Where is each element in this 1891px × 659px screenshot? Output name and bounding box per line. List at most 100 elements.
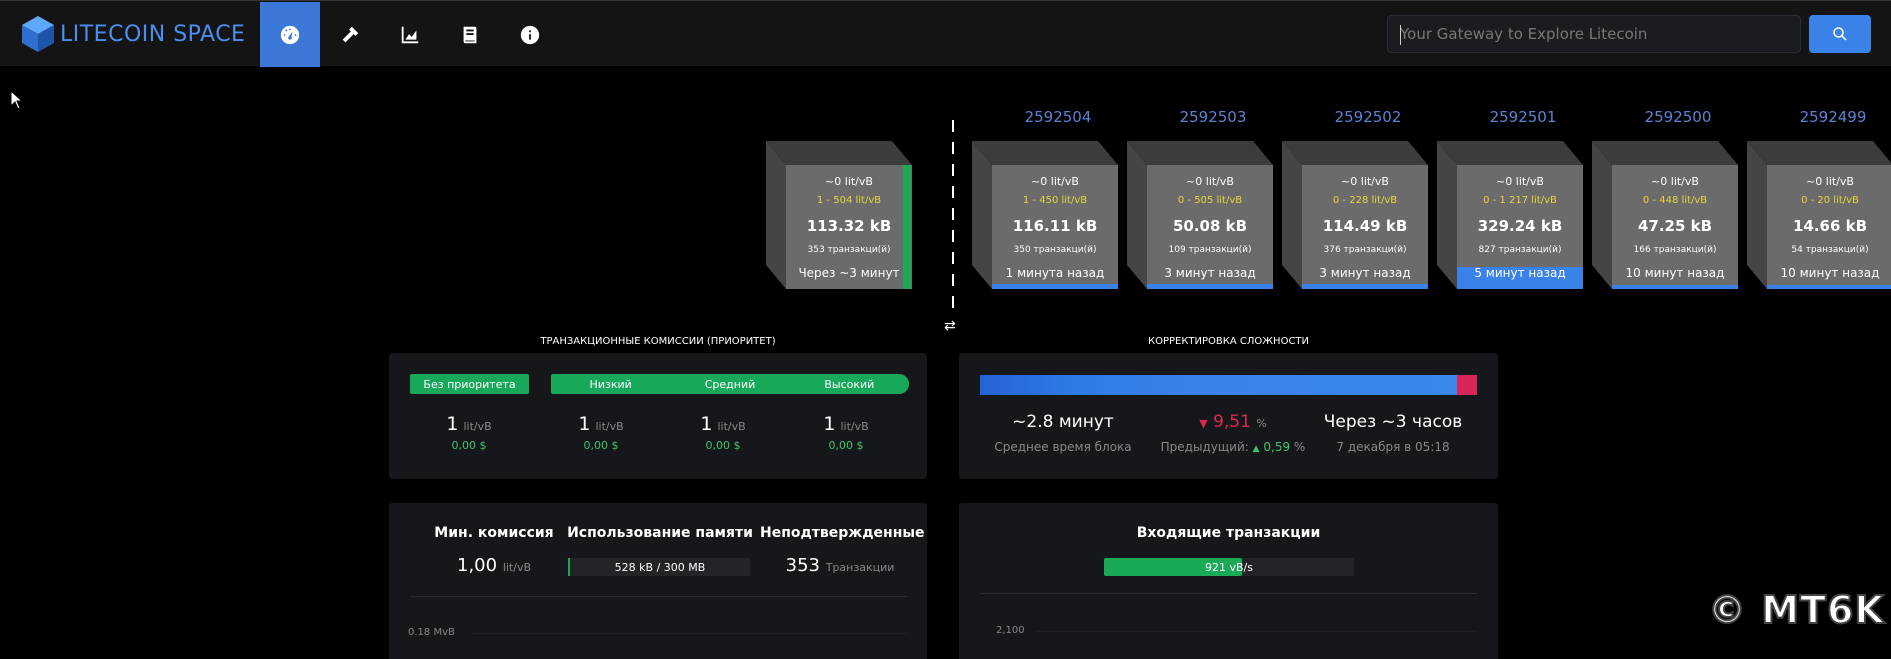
fee-value: 1 [578,413,591,435]
difficulty-progress-bar [980,375,1457,395]
block-front [1147,165,1273,289]
block-fee-range: 0 - 228 lit/vB [1332,195,1398,206]
cube-logo-icon [22,16,54,52]
block-fill-level [1767,285,1891,289]
block-card[interactable]: ~0 lit/vB 0 - 505 lit/vB 50.08 kB 109 транз… [1127,141,1273,289]
incoming-title: Входящие транзакции [1136,525,1321,541]
fee-unit: lit/vB [840,420,869,433]
fee-value: 1 [823,413,836,435]
mouse-pointer-icon [10,90,24,110]
fee-unit: lit/vB [717,420,746,433]
block-tx-count: 166 транзакци(й) [1633,245,1717,255]
block-card[interactable]: ~0 lit/vB 0 - 1 217 lit/vB 329.24 kB 827 тр… [1437,141,1583,289]
block-card[interactable]: ~0 lit/vB 0 - 20 lit/vB 14.66 kB 54 транзак… [1747,141,1891,289]
block-side [1437,141,1457,289]
block-height-link[interactable]: 2592503 [1179,108,1247,126]
block-front [992,165,1118,289]
block-fee-range: 1 - 450 lit/vB [1022,195,1088,206]
avg-block-time: ~2.8 минут [1012,412,1114,432]
block-tx-count: 353 транзакци(й) [807,245,891,255]
block-fee-range: 0 - 20 lit/vB [1801,195,1859,206]
block-side [1592,141,1612,289]
text-caret [1400,25,1401,45]
hammer-icon [342,26,359,42]
block-median-fee: ~0 lit/vB [1806,175,1854,188]
block-tx-count: 109 транзакци(й) [1168,245,1252,255]
block-height-link[interactable]: 2592502 [1334,108,1402,126]
block-time-ago: 3 минут назад [1164,266,1256,280]
top-navbar: LITECOIN SPACE [0,0,1891,67]
nav-mining[interactable] [320,2,380,67]
incoming-chart-gridline [1036,631,1477,632]
block-front [1767,165,1891,289]
watermark: © MT6K [1707,587,1885,633]
block-top [766,141,912,165]
previous-label: Предыдущий: [1160,440,1249,454]
incoming-rate: 921 vB/s [1205,560,1253,574]
block-top [1747,141,1891,165]
block-side [1282,141,1302,289]
difficulty-change: ▼ 9,51 % [1148,412,1318,432]
block-size: 113.32 kB [806,217,892,235]
search-button[interactable] [1809,15,1871,53]
nav-graphs[interactable] [380,2,440,67]
brand-logo-link[interactable]: LITECOIN SPACE [22,15,245,53]
mempool-fill-bar [903,165,911,289]
block-side [766,141,786,289]
block-text: ~0 lit/vB 1 - 450 lit/vB 116.11 kB 350 тран… [992,165,1118,289]
fee-low: 1 lit/vB 0,00 $ [546,413,656,452]
fee-no-priority: 1 lit/vB 0,00 $ [414,413,524,452]
fee-high: 1 lit/vB 0,00 $ [791,413,901,452]
dashboard-icon [280,25,300,44]
mempool-block[interactable]: ~0 lit/vB 1 - 504 lit/vB 113.32 kB 353 т… [766,141,912,289]
block-size: 14.66 kB [1792,217,1868,235]
min-fee-label: Мин. комиссия [434,525,554,541]
block-text: ~0 lit/vB 0 - 448 lit/vB 47.25 kB 166 транз… [1612,165,1738,289]
previous-change: Предыдущий: ▲ 0,59 % [1148,440,1318,454]
block-median-fee: ~0 lit/vB [1186,175,1234,188]
previous-value: 0,59 [1263,440,1291,454]
down-arrow-icon: ▼ [1199,417,1208,430]
memory-usage-label: Использование памяти [567,525,753,541]
nav-about[interactable] [500,2,560,67]
block-height-link[interactable]: 2592501 [1489,108,1557,126]
block-front [786,165,912,289]
search-field[interactable] [1387,15,1801,53]
memory-usage-bar: 528 kB / 300 MB [568,558,750,576]
info-icon [520,25,540,44]
block-tx-count: 827 транзакци(й) [1478,245,1562,255]
block-height-link[interactable]: 2592499 [1799,108,1867,126]
difficulty-change-unit: % [1256,417,1267,430]
fee-usd: 0,00 $ [705,439,741,452]
block-card[interactable]: ~0 lit/vB 1 - 450 lit/vB 116.11 kB 350 тран… [972,141,1118,289]
search-input[interactable] [1388,16,1800,52]
mempool-chart-gridline [470,633,907,634]
block-height-link[interactable]: 2592500 [1644,108,1712,126]
block-time-ago: 1 минута назад [1005,266,1105,280]
block-side [1127,141,1147,289]
block-time-ago: 10 минут назад [1625,266,1725,280]
avg-block-time-label: Среднее время блока [994,440,1132,454]
incoming-rate-fill [1104,558,1242,576]
block-size: 114.49 kB [1322,217,1408,235]
block-median-fee: ~0 lit/vB [1496,175,1544,188]
block-card[interactable]: ~0 lit/vB 0 - 448 lit/vB 47.25 kB 166 транз… [1592,141,1738,289]
block-text: ~0 lit/vB 1 - 504 lit/vB 113.32 kB 353 т… [786,165,912,289]
nav-docs[interactable] [440,2,500,67]
swap-arrows-icon[interactable]: ⇄ [944,318,956,334]
difficulty-remaining-bar [1457,375,1477,395]
block-side [1747,141,1767,289]
brand-name: LITECOIN SPACE [60,21,246,47]
unconfirmed-label: Неподтвержденные [760,525,925,541]
block-height-link[interactable]: 2592504 [1024,108,1092,126]
block-median-fee: ~0 lit/vB [1341,175,1389,188]
min-fee-unit: lit/vB [502,561,531,574]
block-size: 50.08 kB [1172,217,1248,235]
mempool-chart-axis-label: 0.18 MvB [408,627,455,638]
block-card[interactable]: ~0 lit/vB 0 - 228 lit/vB 114.49 kB 376 тран… [1282,141,1428,289]
nav-dashboard[interactable] [260,2,320,67]
block-tx-count: 54 транзакци(й) [1791,245,1869,255]
block-fill-level [992,284,1118,289]
block-fee-range: 0 - 448 lit/vB [1642,195,1708,206]
no-priority-pill: Без приоритета [410,374,529,394]
